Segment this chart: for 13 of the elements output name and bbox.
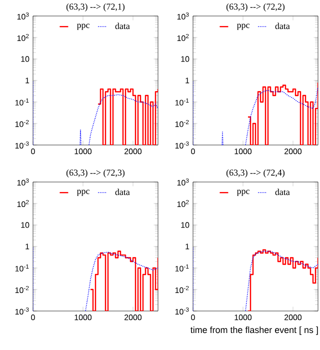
chart-title: (63,3) --> (72,4) (226, 169, 285, 178)
legend-label: data (275, 22, 290, 30)
legend-label: data (275, 188, 290, 196)
chart-title: (63,3) --> (72,3) (66, 169, 125, 178)
chart-title: (63,3) --> (72,2) (226, 3, 285, 12)
x-axis-title: time from the flasher event [ ns ] (190, 326, 318, 335)
legend-label: ppc (236, 24, 250, 30)
legend-label: ppc (236, 190, 250, 196)
legend-label: data (115, 22, 130, 30)
legend-label: ppc (76, 190, 90, 196)
legend-label: data (115, 188, 130, 196)
legend-label: ppc (76, 24, 90, 30)
chart-title: (63,3) --> (72,1) (66, 3, 125, 12)
